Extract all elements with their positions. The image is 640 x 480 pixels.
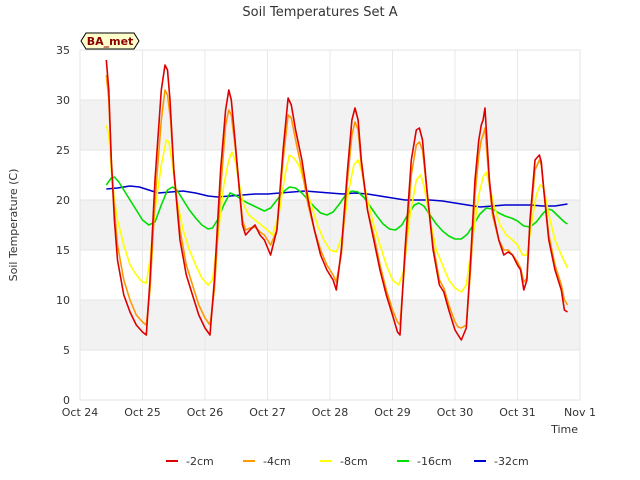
series-lines (105, 59, 569, 341)
x-axis-ticks: Oct 24 Oct 25 Oct 26 Oct 27 Oct 28 Oct 29 Oct … (62, 406, 596, 419)
y-axis-label: Soil Temperature (C) (7, 169, 20, 282)
series-line-minus-2cm (105, 59, 568, 341)
legend-label: -16cm (417, 455, 452, 468)
x-tick-label: Oct 24 (62, 406, 99, 419)
station-badge: BA_met (80, 32, 140, 50)
x-tick-label: Nov 1 (564, 406, 596, 419)
x-tick-label: Oct 27 (249, 406, 286, 419)
x-tick-label: Oct 31 (499, 406, 536, 419)
legend-label: -4cm (263, 455, 291, 468)
chart-title: Soil Temperatures Set A (242, 5, 397, 20)
badge-shape (80, 32, 140, 50)
x-axis-label: Time (550, 423, 578, 436)
y-tick-label: 20 (56, 194, 70, 207)
x-tick-label: Oct 26 (187, 406, 224, 419)
legend-label: -2cm (186, 455, 214, 468)
x-tick-label: Oct 30 (437, 406, 474, 419)
x-tick-label: Oct 29 (374, 406, 411, 419)
plot-border (79, 49, 581, 401)
legend-label: -8cm (340, 455, 368, 468)
y-tick-label: 35 (56, 44, 70, 57)
legend: -2cm -4cm -8cm -16cm -32cm (166, 455, 529, 468)
y-axis-ticks: 0 5 10 15 20 25 30 35 (56, 44, 70, 407)
badge-label: BA_met (87, 35, 134, 48)
y-tick-label: 10 (56, 294, 70, 307)
y-tick-label: 5 (63, 344, 70, 357)
y-tick-label: 15 (56, 244, 70, 257)
x-tick-label: Oct 25 (124, 406, 161, 419)
y-tick-label: 0 (63, 394, 70, 407)
x-tick-label: Oct 28 (312, 406, 349, 419)
y-tick-label: 25 (56, 144, 70, 157)
series-line-minus-32cm (106, 185, 568, 208)
legend-label: -32cm (494, 455, 529, 468)
y-tick-label: 30 (56, 94, 70, 107)
